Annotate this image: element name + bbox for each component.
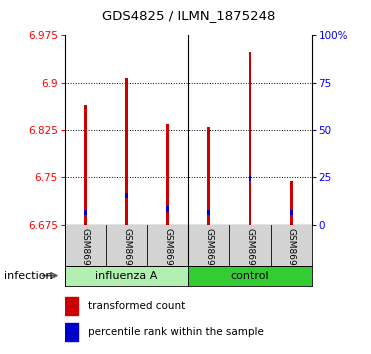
Text: GDS4825 / ILMN_1875248: GDS4825 / ILMN_1875248: [102, 9, 275, 22]
Bar: [290, 181, 292, 225]
Bar: [188, 266, 312, 286]
Text: GSM869066: GSM869066: [246, 228, 255, 283]
Bar: [166, 206, 169, 212]
Text: transformed count: transformed count: [88, 301, 186, 311]
Bar: [125, 78, 128, 225]
Bar: [249, 176, 252, 181]
Text: influenza A: influenza A: [95, 270, 158, 281]
Text: control: control: [231, 270, 269, 281]
Bar: [125, 193, 128, 198]
Bar: [65, 323, 79, 341]
Text: percentile rank within the sample: percentile rank within the sample: [88, 327, 264, 337]
Text: infection: infection: [4, 270, 52, 281]
Text: GSM869064: GSM869064: [204, 228, 213, 283]
Bar: [166, 124, 169, 225]
Bar: [207, 127, 210, 225]
Bar: [65, 297, 79, 315]
Bar: [84, 105, 87, 225]
Text: GSM869065: GSM869065: [81, 228, 90, 283]
Bar: [290, 210, 292, 215]
Bar: [249, 52, 252, 225]
Bar: [65, 266, 188, 286]
Text: GSM869068: GSM869068: [286, 228, 296, 283]
Text: GSM869067: GSM869067: [122, 228, 131, 283]
Text: GSM869069: GSM869069: [163, 228, 172, 283]
Bar: [207, 210, 210, 215]
Bar: [84, 210, 87, 215]
